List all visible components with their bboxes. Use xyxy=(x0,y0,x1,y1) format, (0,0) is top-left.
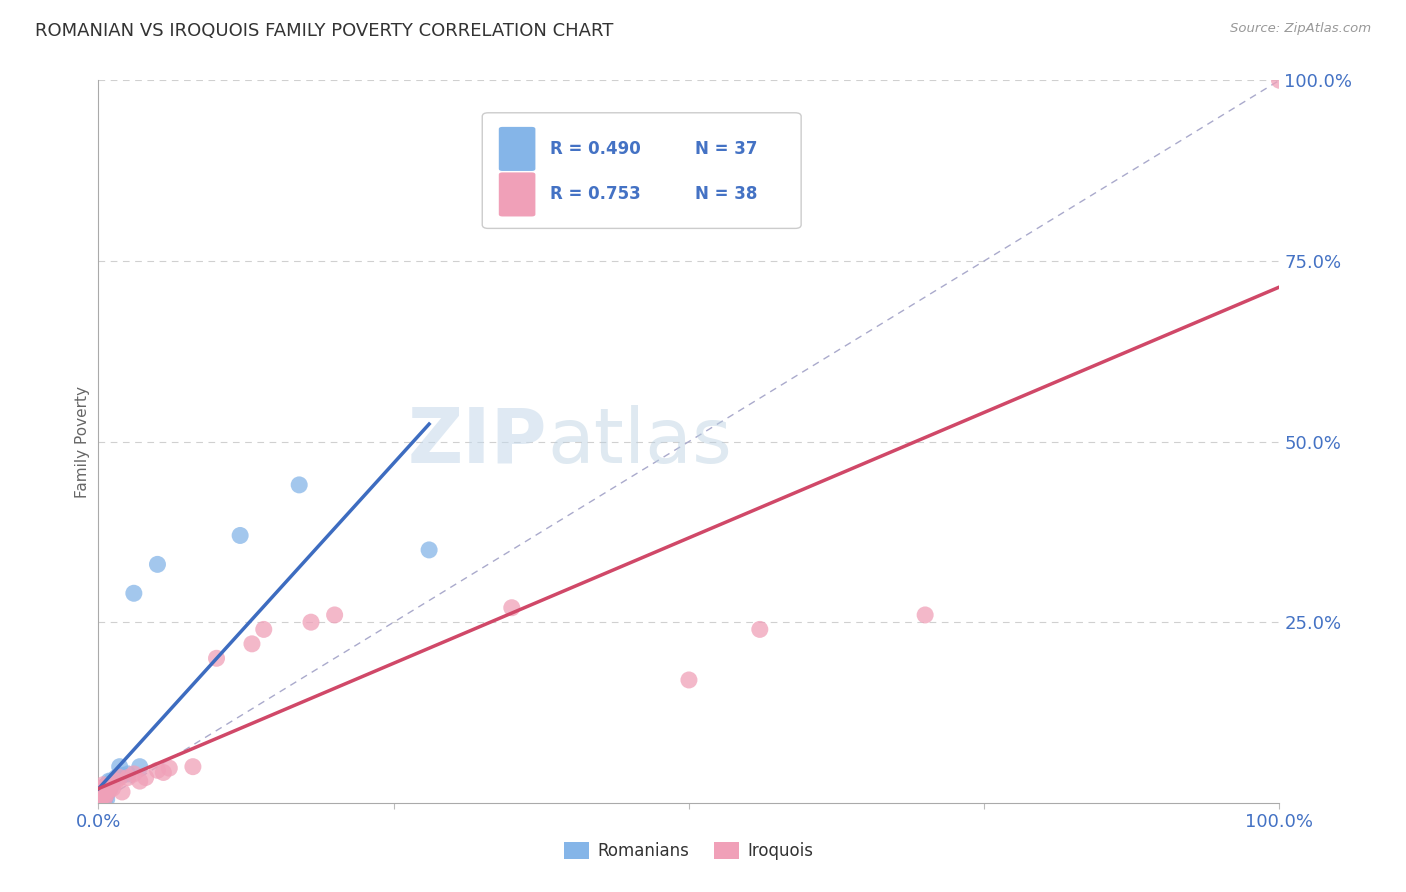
FancyBboxPatch shape xyxy=(499,127,536,171)
Point xyxy=(105,771,128,785)
Point xyxy=(128,774,150,789)
Point xyxy=(98,774,121,789)
Point xyxy=(111,768,134,782)
Point xyxy=(93,792,115,806)
Legend: Romanians, Iroquois: Romanians, Iroquois xyxy=(558,835,820,867)
Point xyxy=(91,789,114,803)
Point xyxy=(94,790,117,805)
Point xyxy=(501,600,523,615)
Point xyxy=(91,781,114,796)
Point xyxy=(89,795,111,809)
Point xyxy=(93,785,115,799)
Point xyxy=(91,787,114,801)
Point xyxy=(122,767,145,781)
Point xyxy=(105,774,128,789)
Point xyxy=(98,778,121,792)
Point xyxy=(89,794,111,808)
Point xyxy=(128,760,150,774)
Point xyxy=(91,790,114,805)
Point xyxy=(299,615,322,630)
Point xyxy=(89,785,111,799)
Point xyxy=(93,794,115,808)
Text: R = 0.753: R = 0.753 xyxy=(550,186,640,203)
Point xyxy=(90,794,112,808)
Point xyxy=(90,781,112,796)
Point xyxy=(89,792,111,806)
Point xyxy=(418,542,440,557)
Point xyxy=(108,771,131,785)
Point xyxy=(678,673,700,687)
Text: R = 0.490: R = 0.490 xyxy=(550,140,640,158)
Point xyxy=(205,651,228,665)
Point xyxy=(97,780,120,794)
Point xyxy=(90,789,112,803)
Point xyxy=(1268,73,1291,87)
Point xyxy=(146,558,169,572)
Point xyxy=(146,764,169,778)
Point xyxy=(90,795,112,809)
Point xyxy=(91,792,114,806)
Point xyxy=(111,785,134,799)
Text: N = 38: N = 38 xyxy=(695,186,758,203)
Point xyxy=(914,607,936,622)
Point xyxy=(91,778,114,792)
Point xyxy=(117,771,139,785)
Point xyxy=(93,785,115,799)
Point xyxy=(181,760,204,774)
Point xyxy=(157,761,180,775)
Point xyxy=(240,637,263,651)
Point xyxy=(90,790,112,805)
Text: ROMANIAN VS IROQUOIS FAMILY POVERTY CORRELATION CHART: ROMANIAN VS IROQUOIS FAMILY POVERTY CORR… xyxy=(35,22,613,40)
FancyBboxPatch shape xyxy=(482,112,801,228)
Text: N = 37: N = 37 xyxy=(695,140,758,158)
Point xyxy=(89,794,111,808)
Point xyxy=(93,789,115,803)
Point xyxy=(108,760,131,774)
Point xyxy=(96,787,118,801)
Point xyxy=(229,528,252,542)
Point xyxy=(91,787,114,801)
Point xyxy=(96,778,118,792)
Point xyxy=(748,623,770,637)
Point xyxy=(323,607,346,622)
Point xyxy=(91,790,114,805)
Point xyxy=(253,623,276,637)
Text: ZIP: ZIP xyxy=(408,405,547,478)
Point xyxy=(122,586,145,600)
Point xyxy=(96,792,118,806)
Point xyxy=(98,782,121,797)
Point xyxy=(100,774,122,789)
FancyBboxPatch shape xyxy=(499,172,536,217)
Point xyxy=(117,767,139,781)
Point xyxy=(101,775,124,789)
Point xyxy=(94,782,117,797)
Point xyxy=(91,782,114,797)
Point xyxy=(94,782,117,797)
Text: Source: ZipAtlas.com: Source: ZipAtlas.com xyxy=(1230,22,1371,36)
Point xyxy=(152,765,174,780)
Point xyxy=(288,478,311,492)
Point xyxy=(91,782,114,797)
Text: atlas: atlas xyxy=(547,405,733,478)
Point xyxy=(97,785,120,799)
Point xyxy=(91,794,114,808)
Point xyxy=(93,780,115,794)
Point xyxy=(98,781,121,796)
Y-axis label: Family Poverty: Family Poverty xyxy=(75,385,90,498)
Point xyxy=(93,780,115,794)
Point xyxy=(135,771,157,785)
Point xyxy=(90,785,112,799)
Point xyxy=(101,781,124,796)
